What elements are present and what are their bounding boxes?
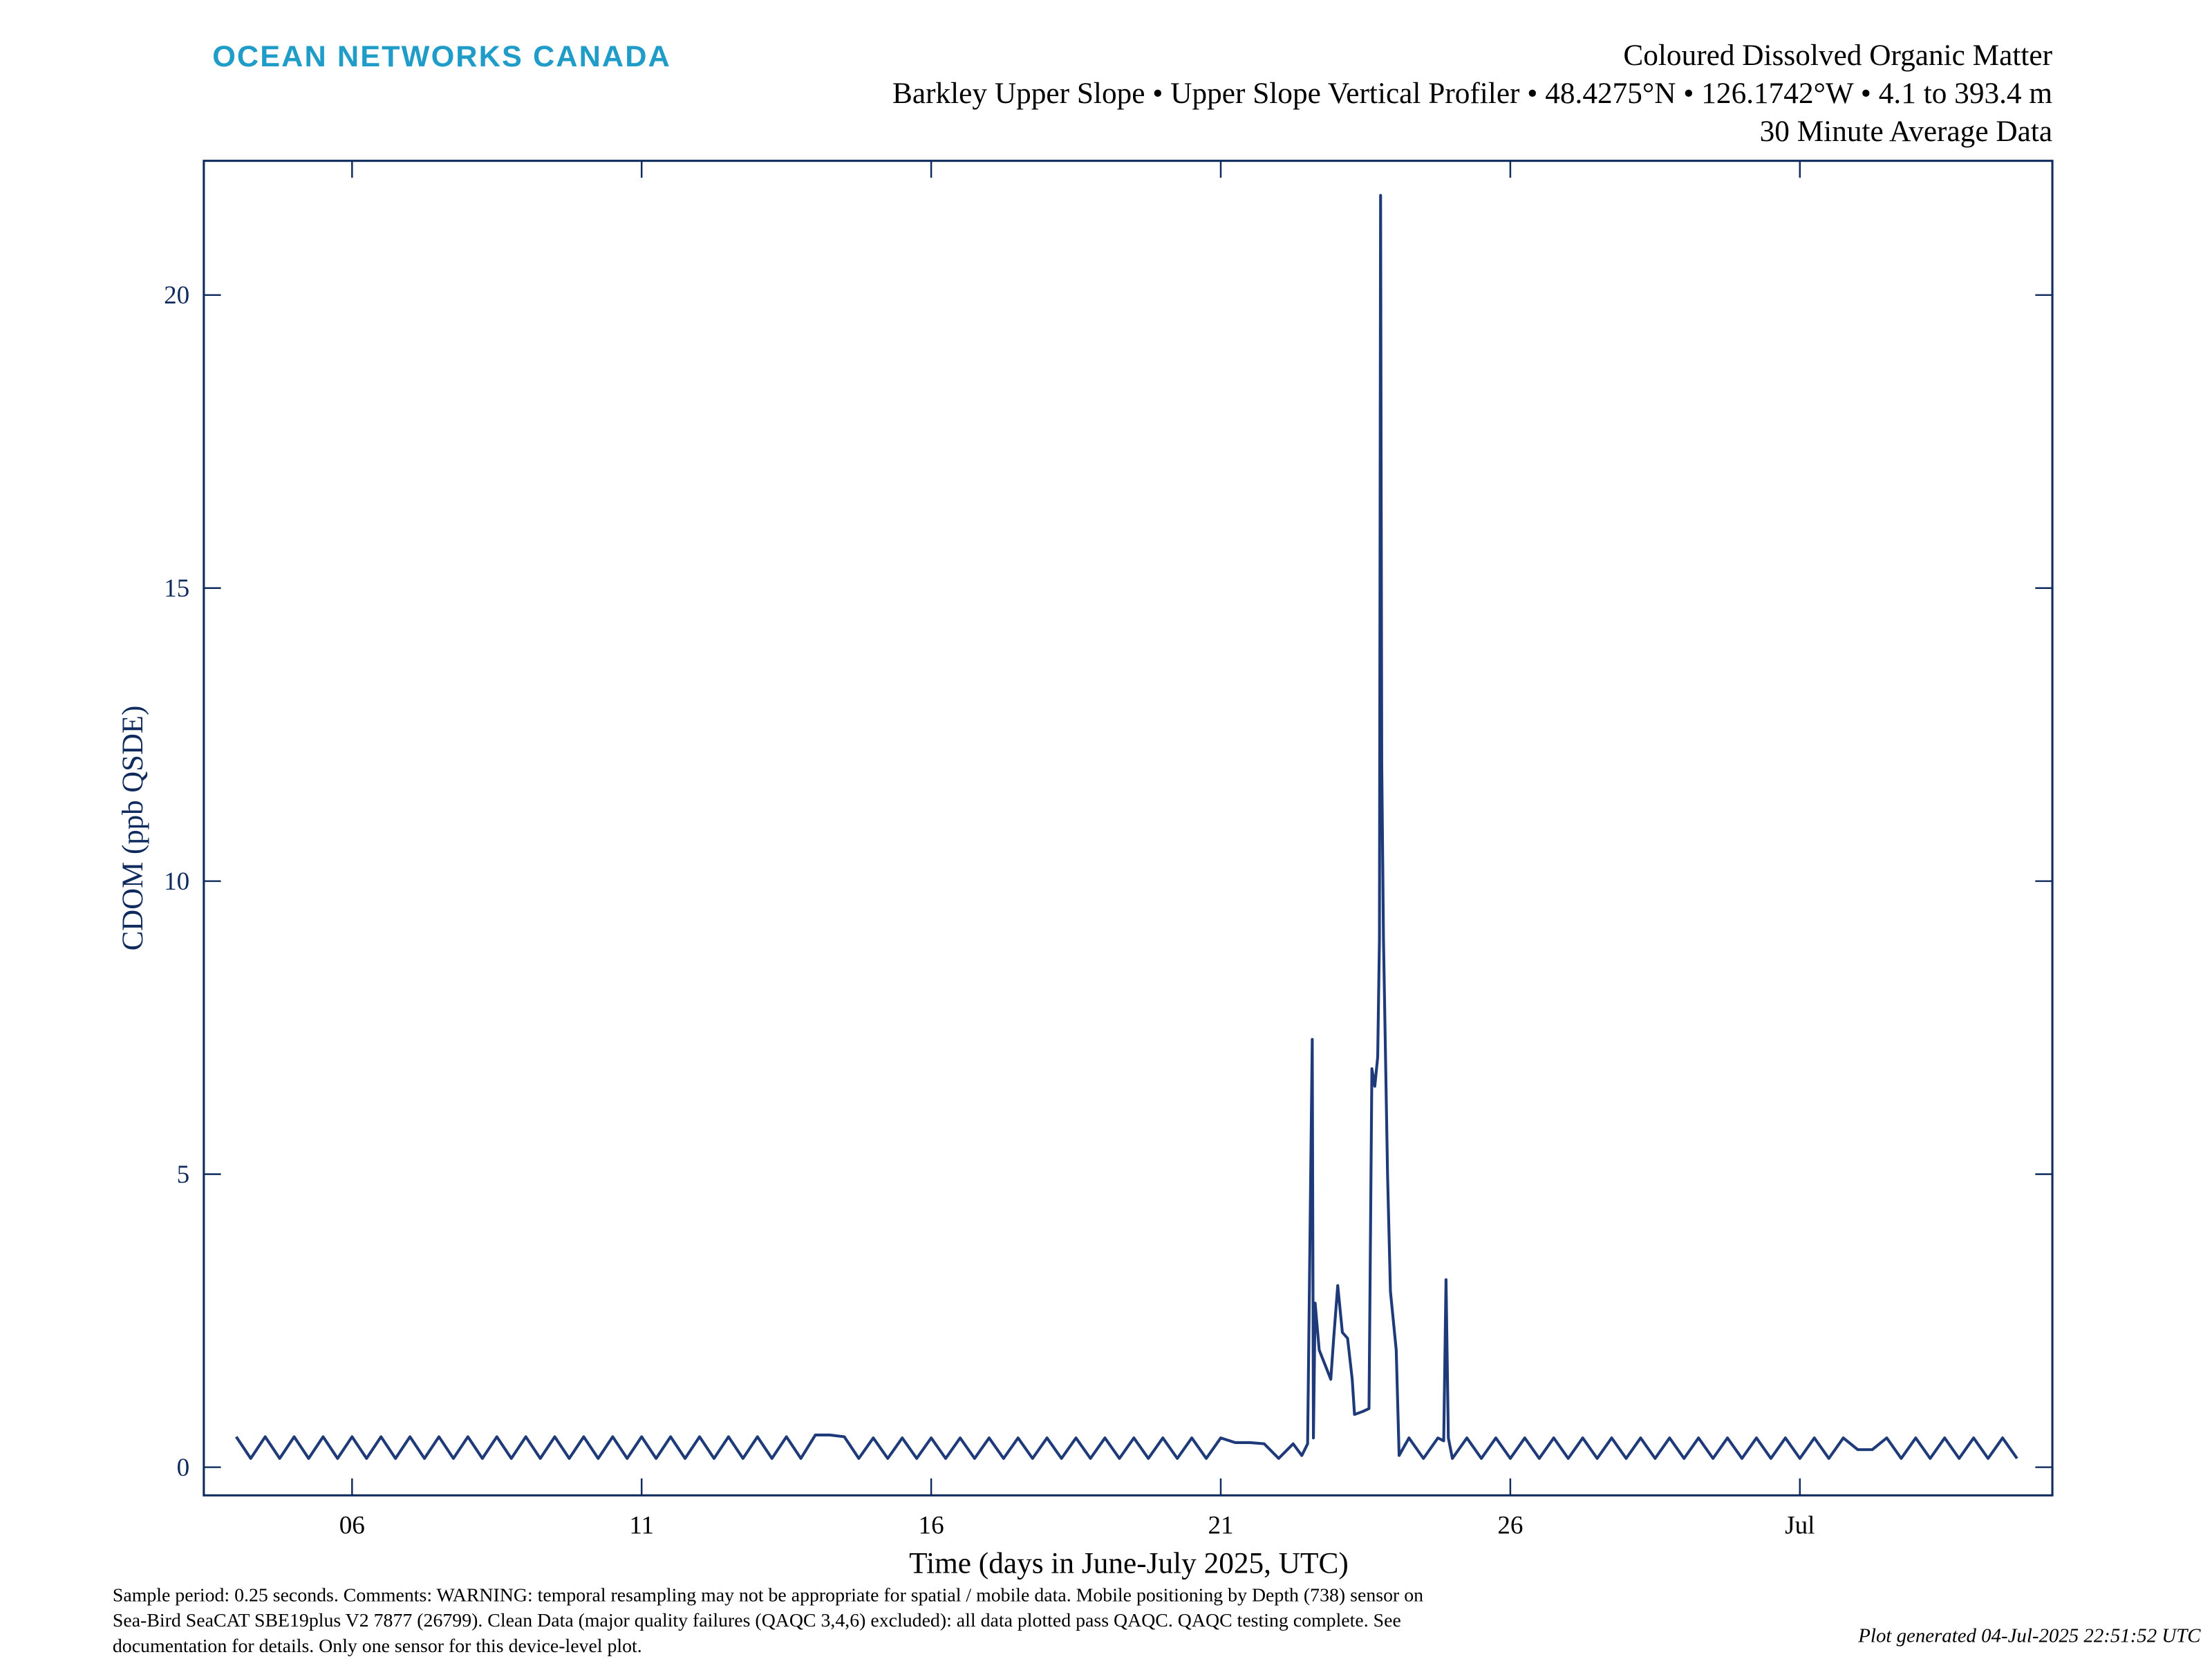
y-tick-label: 0: [177, 1453, 190, 1481]
x-tick-label: 26: [1497, 1511, 1523, 1539]
y-axis-label: CDOM (ppb QSDE): [117, 706, 149, 951]
plot-frame: [203, 160, 2054, 1497]
generated-stamp: Plot generated 04-Jul-2025 22:51:52 UTC: [1857, 1625, 2201, 1647]
x-tick-label: 11: [629, 1511, 654, 1539]
x-tick-label: 16: [919, 1511, 944, 1539]
data-line: [235, 194, 2018, 1460]
y-tick-label: 15: [164, 574, 189, 602]
x-tick-label: 21: [1208, 1511, 1233, 1539]
chart-subtitle: 30 Minute Average Data: [1760, 115, 2052, 148]
y-tick-label: 20: [164, 281, 189, 309]
note: documentation for details. Only one sens…: [113, 1635, 642, 1656]
y-tick-label: 5: [177, 1160, 190, 1188]
y-tick-label: 10: [164, 867, 189, 895]
note: Sea-Bird SeaCAT SBE19plus V2 7877 (26799…: [113, 1609, 1401, 1631]
brand: OCEAN NETWORKS CANADA: [212, 40, 671, 73]
note: Sample period: 0.25 seconds. Comments: W…: [113, 1584, 1423, 1605]
chart-subtitle: Barkley Upper Slope • Upper Slope Vertic…: [892, 77, 2052, 110]
x-tick-label: Jul: [1785, 1511, 1815, 1539]
x-tick-label: 06: [339, 1511, 365, 1539]
chart-title: Coloured Dissolved Organic Matter: [1623, 39, 2052, 72]
x-axis-label: Time (days in June-July 2025, UTC): [909, 1548, 1349, 1580]
